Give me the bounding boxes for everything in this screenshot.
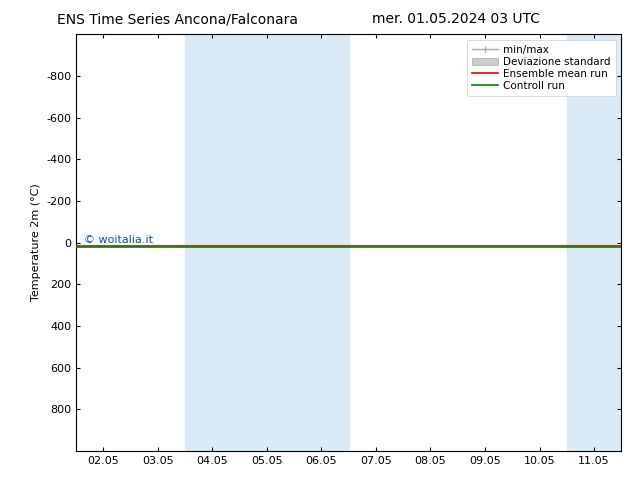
Text: © woitalia.it: © woitalia.it: [84, 236, 153, 245]
Legend: min/max, Deviazione standard, Ensemble mean run, Controll run: min/max, Deviazione standard, Ensemble m…: [467, 40, 616, 96]
Text: ENS Time Series Ancona/Falconara: ENS Time Series Ancona/Falconara: [57, 12, 298, 26]
Y-axis label: Temperature 2m (°C): Temperature 2m (°C): [30, 184, 41, 301]
Text: mer. 01.05.2024 03 UTC: mer. 01.05.2024 03 UTC: [373, 12, 540, 26]
Bar: [185, 34, 349, 451]
Bar: [567, 34, 634, 451]
